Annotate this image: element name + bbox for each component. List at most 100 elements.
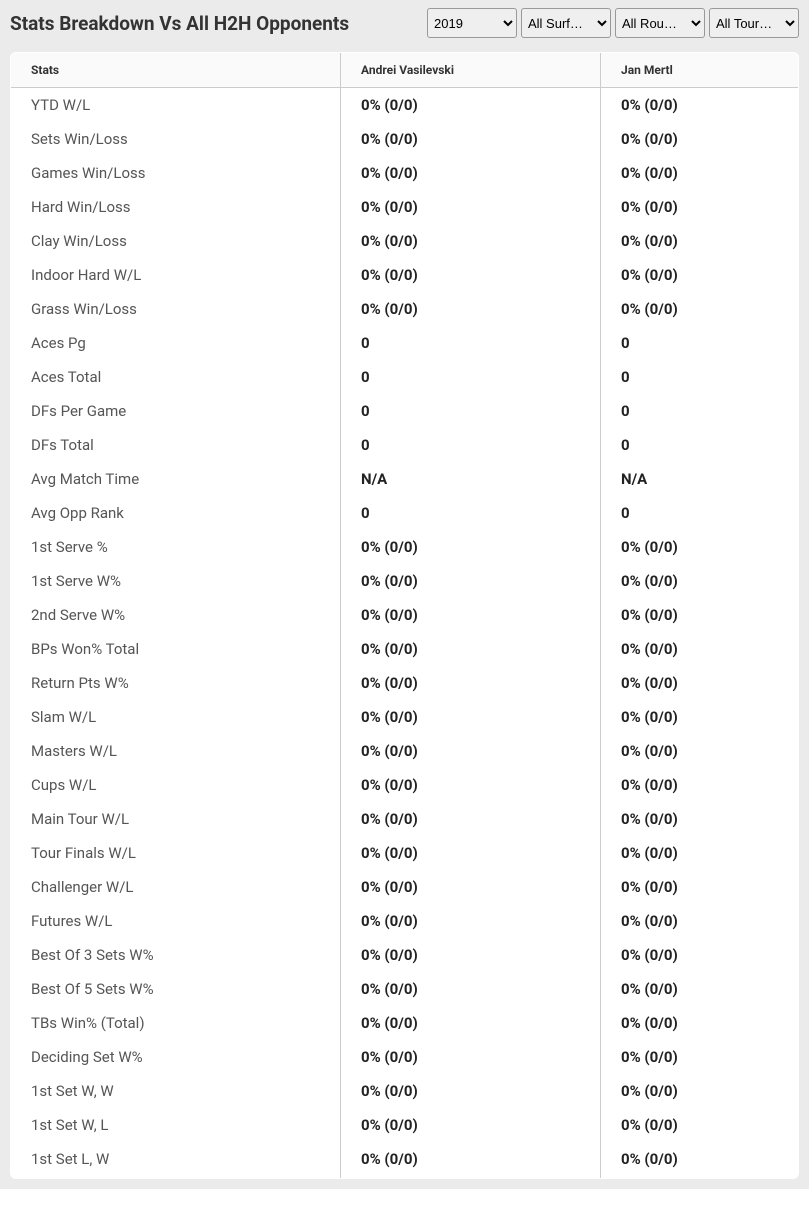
stat-label: Grass Win/Loss — [11, 292, 341, 326]
player1-value: 0% (0/0) — [341, 938, 601, 972]
table-row: Tour Finals W/L0% (0/0)0% (0/0) — [11, 836, 799, 870]
table-row: Avg Opp Rank00 — [11, 496, 799, 530]
table-row: BPs Won% Total0% (0/0)0% (0/0) — [11, 632, 799, 666]
player2-value: 0% (0/0) — [601, 156, 799, 190]
player1-value: 0% (0/0) — [341, 224, 601, 258]
column-header-player2: Jan Mertl — [601, 53, 799, 88]
table-row: Best Of 5 Sets W%0% (0/0)0% (0/0) — [11, 972, 799, 1006]
player2-value: 0% (0/0) — [601, 870, 799, 904]
table-row: Best Of 3 Sets W%0% (0/0)0% (0/0) — [11, 938, 799, 972]
table-row: Clay Win/Loss0% (0/0)0% (0/0) — [11, 224, 799, 258]
stat-label: Main Tour W/L — [11, 802, 341, 836]
tour-select[interactable]: All Tour… — [709, 8, 799, 38]
player2-value: 0% (0/0) — [601, 768, 799, 802]
table-row: Cups W/L0% (0/0)0% (0/0) — [11, 768, 799, 802]
player1-value: 0% (0/0) — [341, 870, 601, 904]
table-row: Indoor Hard W/L0% (0/0)0% (0/0) — [11, 258, 799, 292]
stat-label: Deciding Set W% — [11, 1040, 341, 1074]
stat-label: 1st Set W, L — [11, 1108, 341, 1142]
table-row: Return Pts W%0% (0/0)0% (0/0) — [11, 666, 799, 700]
player2-value: 0% (0/0) — [601, 224, 799, 258]
player1-value: 0% (0/0) — [341, 564, 601, 598]
table-row: Games Win/Loss0% (0/0)0% (0/0) — [11, 156, 799, 190]
stat-label: 1st Set W, W — [11, 1074, 341, 1108]
player2-value: 0% (0/0) — [601, 530, 799, 564]
player2-value: 0% (0/0) — [601, 836, 799, 870]
stat-label: TBs Win% (Total) — [11, 1006, 341, 1040]
stat-label: 1st Set L, W — [11, 1142, 341, 1179]
player1-value: 0% (0/0) — [341, 768, 601, 802]
player2-value: 0 — [601, 428, 799, 462]
table-row: Avg Match TimeN/AN/A — [11, 462, 799, 496]
player2-value: 0% (0/0) — [601, 122, 799, 156]
player1-value: 0% (0/0) — [341, 122, 601, 156]
table-container: Stats Andrei Vasilevski Jan Mertl YTD W/… — [0, 46, 809, 1189]
stat-label: Slam W/L — [11, 700, 341, 734]
player2-value: 0% (0/0) — [601, 1108, 799, 1142]
player1-value: 0% (0/0) — [341, 972, 601, 1006]
player2-value: 0% (0/0) — [601, 700, 799, 734]
stat-label: Indoor Hard W/L — [11, 258, 341, 292]
page-title: Stats Breakdown Vs All H2H Opponents — [10, 12, 349, 35]
table-row: Slam W/L0% (0/0)0% (0/0) — [11, 700, 799, 734]
stats-table: Stats Andrei Vasilevski Jan Mertl YTD W/… — [10, 52, 799, 1179]
table-row: 1st Set L, W0% (0/0)0% (0/0) — [11, 1142, 799, 1179]
player1-value: 0% (0/0) — [341, 1108, 601, 1142]
player1-value: 0% (0/0) — [341, 802, 601, 836]
stat-label: Games Win/Loss — [11, 156, 341, 190]
player1-value: 0% (0/0) — [341, 190, 601, 224]
player1-value: 0% (0/0) — [341, 632, 601, 666]
stat-label: YTD W/L — [11, 88, 341, 123]
stat-label: Aces Pg — [11, 326, 341, 360]
table-row: DFs Total00 — [11, 428, 799, 462]
player1-value: 0% (0/0) — [341, 530, 601, 564]
header-bar: Stats Breakdown Vs All H2H Opponents 201… — [0, 0, 809, 46]
stat-label: 2nd Serve W% — [11, 598, 341, 632]
stat-label: DFs Per Game — [11, 394, 341, 428]
table-row: Sets Win/Loss0% (0/0)0% (0/0) — [11, 122, 799, 156]
column-header-stats: Stats — [11, 53, 341, 88]
player1-value: 0% (0/0) — [341, 666, 601, 700]
player2-value: 0 — [601, 394, 799, 428]
stat-label: 1st Serve W% — [11, 564, 341, 598]
player2-value: 0% (0/0) — [601, 938, 799, 972]
player1-value: 0% (0/0) — [341, 1006, 601, 1040]
stat-label: 1st Serve % — [11, 530, 341, 564]
player1-value: 0% (0/0) — [341, 156, 601, 190]
stat-label: Avg Match Time — [11, 462, 341, 496]
player2-value: 0% (0/0) — [601, 258, 799, 292]
surface-select[interactable]: All Surf… — [521, 8, 611, 38]
table-row: Hard Win/Loss0% (0/0)0% (0/0) — [11, 190, 799, 224]
stat-label: Best Of 3 Sets W% — [11, 938, 341, 972]
player1-value: 0% (0/0) — [341, 1074, 601, 1108]
table-row: TBs Win% (Total)0% (0/0)0% (0/0) — [11, 1006, 799, 1040]
player2-value: 0% (0/0) — [601, 1006, 799, 1040]
filters-container: 2019 All Surf… All Rou… All Tour… — [427, 8, 799, 38]
player2-value: 0 — [601, 496, 799, 530]
player1-value: 0% (0/0) — [341, 700, 601, 734]
table-header-row: Stats Andrei Vasilevski Jan Mertl — [11, 53, 799, 88]
table-row: Futures W/L0% (0/0)0% (0/0) — [11, 904, 799, 938]
table-row: Grass Win/Loss0% (0/0)0% (0/0) — [11, 292, 799, 326]
stat-label: Futures W/L — [11, 904, 341, 938]
player2-value: 0% (0/0) — [601, 1040, 799, 1074]
player1-value: 0% (0/0) — [341, 1040, 601, 1074]
table-row: 1st Set W, W0% (0/0)0% (0/0) — [11, 1074, 799, 1108]
player2-value: 0% (0/0) — [601, 1142, 799, 1179]
player2-value: 0% (0/0) — [601, 1074, 799, 1108]
stat-label: Hard Win/Loss — [11, 190, 341, 224]
table-row: DFs Per Game00 — [11, 394, 799, 428]
player1-value: 0 — [341, 360, 601, 394]
stat-label: Aces Total — [11, 360, 341, 394]
player1-value: 0% (0/0) — [341, 836, 601, 870]
player2-value: N/A — [601, 462, 799, 496]
stat-label: Masters W/L — [11, 734, 341, 768]
stat-label: DFs Total — [11, 428, 341, 462]
year-select[interactable]: 2019 — [427, 8, 517, 38]
round-select[interactable]: All Rou… — [615, 8, 705, 38]
stat-label: Clay Win/Loss — [11, 224, 341, 258]
player1-value: 0 — [341, 394, 601, 428]
player1-value: 0% (0/0) — [341, 598, 601, 632]
table-row: Aces Total00 — [11, 360, 799, 394]
player2-value: 0% (0/0) — [601, 734, 799, 768]
